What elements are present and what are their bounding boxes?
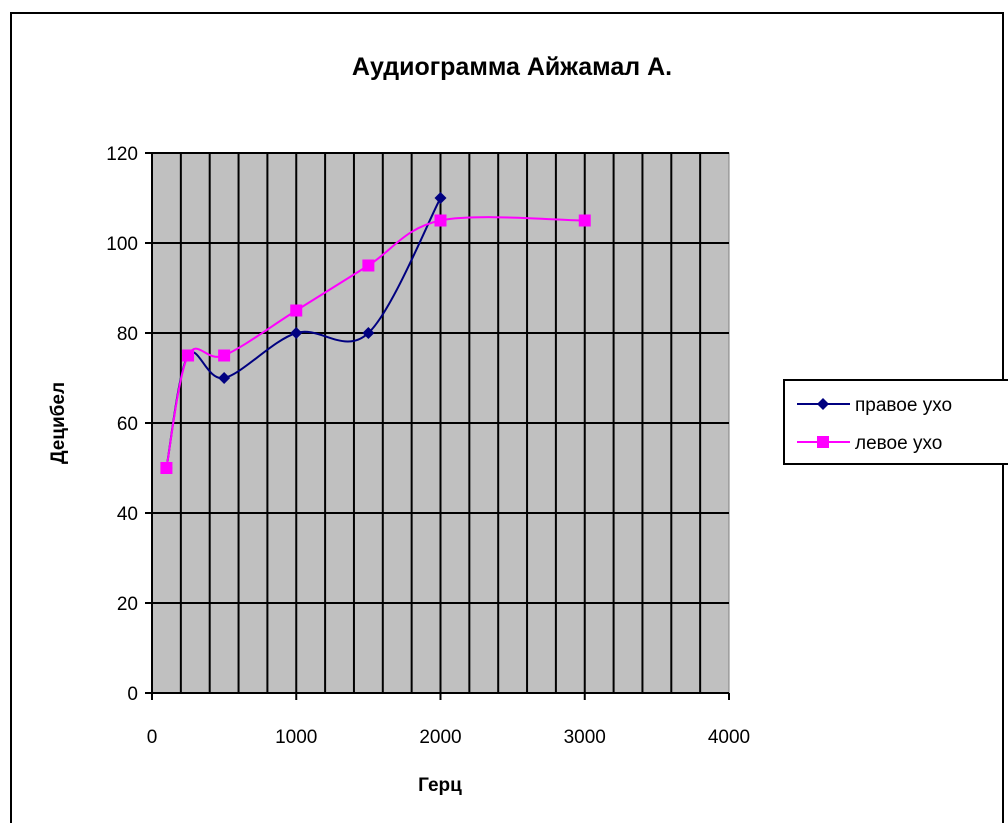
data-point xyxy=(218,349,231,362)
y-axis-title: Децибел xyxy=(48,382,69,464)
y-tick-label: 0 xyxy=(127,684,138,705)
data-point xyxy=(434,192,447,204)
y-tick-label: 40 xyxy=(117,504,138,525)
x-tick-label: 3000 xyxy=(564,727,606,748)
y-axis-tick-labels: 0 20 40 60 80 100 120 xyxy=(106,144,138,705)
data-point xyxy=(182,349,195,362)
data-point xyxy=(434,214,447,227)
x-tick-label: 4000 xyxy=(708,727,750,748)
horizontal-gridlines xyxy=(152,152,729,604)
data-point xyxy=(362,259,375,272)
x-tick-label: 2000 xyxy=(419,727,461,748)
x-tick-label: 0 xyxy=(147,727,158,748)
data-point xyxy=(290,304,303,317)
y-tick-label: 80 xyxy=(117,324,138,345)
data-point xyxy=(362,327,375,339)
legend: правое ухо левое ухо xyxy=(783,379,1008,465)
series-left-ear xyxy=(160,214,591,474)
legend-label: левое ухо xyxy=(855,433,942,454)
data-point xyxy=(578,214,591,227)
x-tick-label: 1000 xyxy=(275,727,317,748)
y-tick-label: 100 xyxy=(106,234,138,255)
legend-label: правое ухо xyxy=(855,395,952,416)
data-point xyxy=(290,327,303,339)
legend-marker xyxy=(817,398,829,410)
data-point xyxy=(218,372,231,384)
series-layer xyxy=(160,192,591,474)
x-axis-tick-labels: 0 1000 2000 3000 4000 xyxy=(147,727,750,748)
y-tick-label: 20 xyxy=(117,594,138,615)
axes xyxy=(145,152,730,700)
legend-box xyxy=(783,379,1008,465)
x-axis-title: Герц xyxy=(418,775,462,796)
y-tick-label: 60 xyxy=(117,414,138,435)
y-tick-label: 120 xyxy=(106,144,138,165)
legend-marker xyxy=(817,436,829,448)
data-point xyxy=(160,462,173,474)
chart-title: Аудиограмма Айжамал А. xyxy=(352,53,672,81)
